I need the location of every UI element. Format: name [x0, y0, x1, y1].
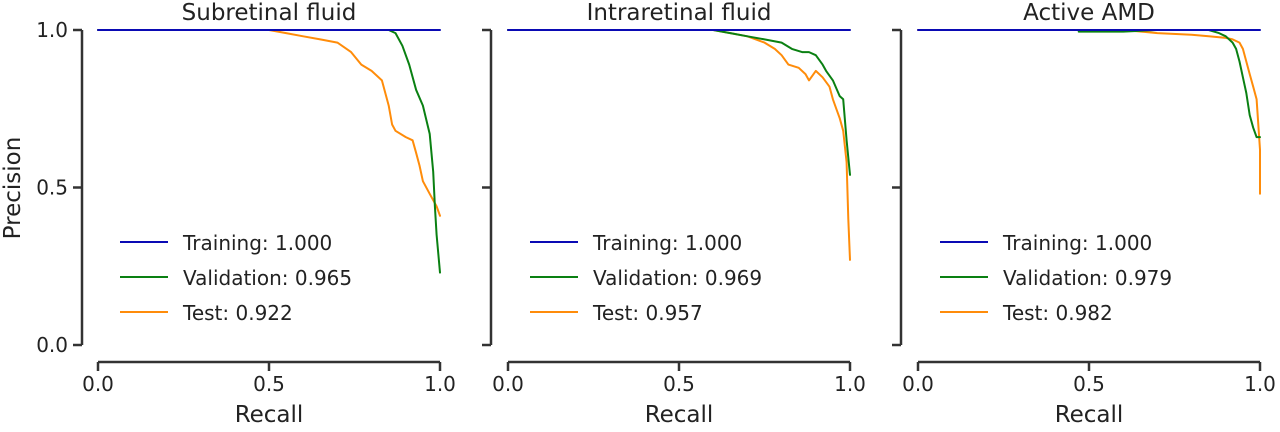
series-line-validation — [97, 29, 441, 274]
x-axis-label: Recall — [235, 402, 304, 427]
legend-label-validation: Validation: 0.969 — [593, 266, 762, 290]
legend-label-training: Training: 1.000 — [592, 231, 742, 255]
legend-label-training: Training: 1.000 — [1002, 231, 1152, 255]
chart-panel-1: Subretinal fluid 0.0 0.5 1.0 0.0 0.5 1.0 Recall… — [0, 0, 456, 428]
series-line-test — [917, 29, 1261, 195]
y-axis-label: Precision — [0, 137, 26, 240]
series-line-validation — [1077, 29, 1261, 139]
chart-panel-2: Intraretinal fluid 0.0 0.5 1.0 Recall Trainin… — [482, 0, 866, 428]
legend-label-training: Training: 1.000 — [182, 231, 332, 255]
chart-title: Intraretinal fluid — [587, 0, 772, 26]
x-axis-label: Recall — [645, 402, 714, 427]
legend-label-test: Test: 0.982 — [1002, 301, 1113, 325]
x-tick-label: 1.0 — [424, 372, 456, 396]
y-tick-label: 0.0 — [36, 333, 68, 357]
series-line-test — [97, 29, 441, 217]
x-tick-label: 0.5 — [253, 372, 285, 396]
x-tick-label: 0.0 — [902, 372, 934, 396]
chart-title: Active AMD — [1023, 0, 1155, 26]
x-tick-label: 1.0 — [834, 372, 866, 396]
legend-label-validation: Validation: 0.965 — [183, 266, 352, 290]
x-axis-label: Recall — [1055, 402, 1124, 427]
legend-label-validation: Validation: 0.979 — [1003, 266, 1172, 290]
series-line-test — [507, 29, 851, 261]
chart-title: Subretinal fluid — [182, 0, 357, 26]
x-tick-label: 0.0 — [82, 372, 114, 396]
x-tick-label: 1.0 — [1244, 372, 1276, 396]
legend-label-test: Test: 0.922 — [182, 301, 293, 325]
x-tick-label: 0.5 — [1073, 372, 1105, 396]
x-tick-label: 0.5 — [663, 372, 695, 396]
y-tick-label: 0.5 — [36, 176, 68, 200]
chart-panel-3: Active AMD 0.0 0.5 1.0 Recall Training: 1.000… — [892, 0, 1276, 428]
series-line-validation — [507, 29, 851, 176]
y-tick-label: 1.0 — [36, 18, 68, 42]
legend-label-test: Test: 0.957 — [592, 301, 703, 325]
x-tick-label: 0.0 — [492, 372, 524, 396]
